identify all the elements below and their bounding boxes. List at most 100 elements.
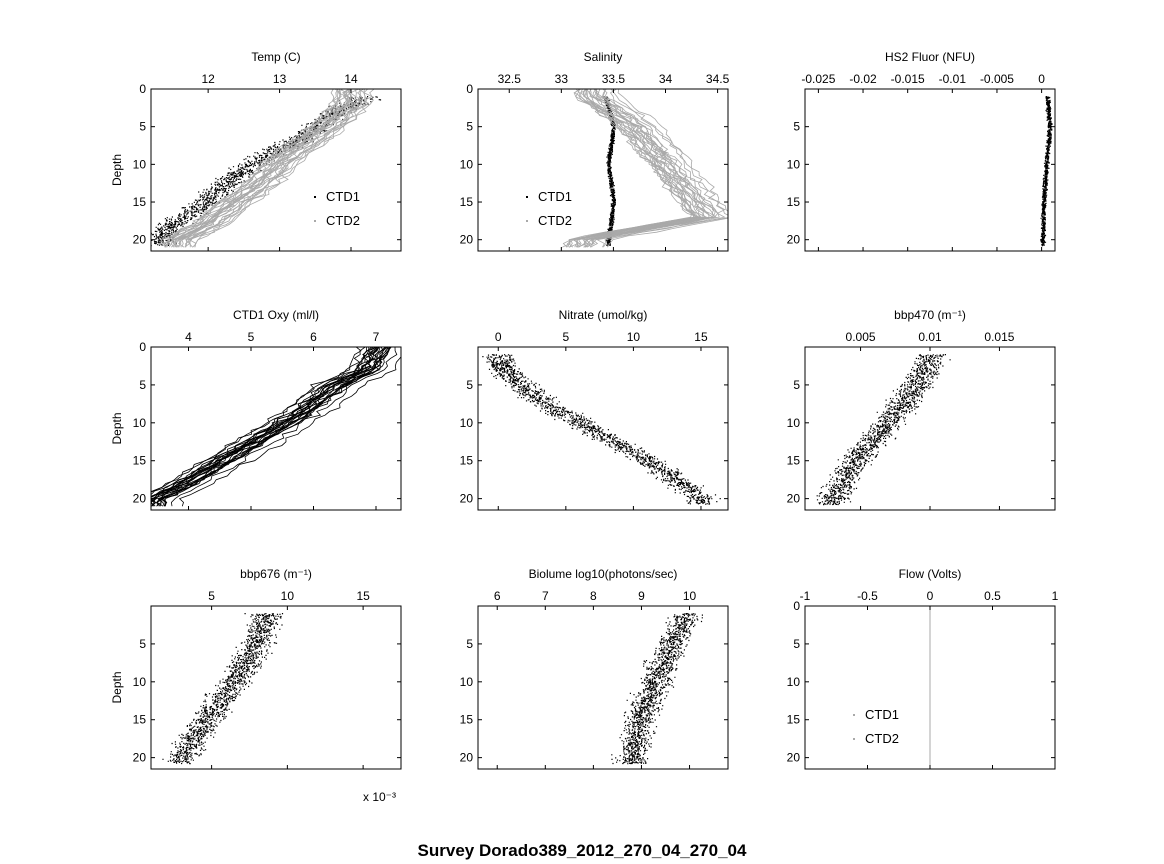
x-tick-label: 15 <box>694 330 708 344</box>
x-tick-label: 14 <box>344 72 358 86</box>
panel-title: CTD1 Oxy (ml/l) <box>233 308 319 322</box>
y-tick-label: 15 <box>460 195 474 209</box>
x-tick-label: 6 <box>494 589 501 603</box>
panel-title: Biolume log10(photons/sec) <box>529 567 678 581</box>
legend-entry: CTD2 <box>865 731 899 746</box>
x-tick-label: 1 <box>1052 589 1059 603</box>
series-data <box>151 347 401 507</box>
y-tick-label: 20 <box>460 751 474 765</box>
y-tick-label: 15 <box>133 713 147 727</box>
x-tick-label: 6 <box>310 330 317 344</box>
profile-trace <box>584 89 717 248</box>
legend-entry: CTD1 <box>865 707 899 722</box>
y-tick-label: 5 <box>793 637 800 651</box>
y-tick-label: 15 <box>133 454 147 468</box>
y-tick-label: 15 <box>460 454 474 468</box>
legend-marker <box>853 714 855 716</box>
x-tick-label: 0.5 <box>984 589 1001 603</box>
x-tick-label: 4 <box>185 330 192 344</box>
profile-trace <box>194 89 375 248</box>
series-data <box>482 354 721 505</box>
panel-title: bbp676 (m⁻¹) <box>240 567 312 581</box>
profile-trace <box>166 89 342 248</box>
y-tick-label: 10 <box>787 675 801 689</box>
profile-trace <box>569 89 696 248</box>
x-tick-label: -1 <box>800 589 811 603</box>
y-axis-label: Depth <box>110 671 124 703</box>
x-tick-label: 8 <box>590 589 597 603</box>
panel-8: 6 7 8 9 10 5 10 15 20 Biolume log10(photons/sec) <box>460 567 729 770</box>
y-axis-label: Depth <box>110 412 124 444</box>
x-tick-label: 5 <box>208 589 215 603</box>
y-tick-label: 15 <box>460 713 474 727</box>
legend-marker <box>526 196 528 198</box>
y-tick-label: 5 <box>139 637 146 651</box>
x-tick-label: -0.01 <box>939 72 967 86</box>
profile-trace <box>194 89 374 248</box>
y-tick-label: 5 <box>793 120 800 134</box>
panel-title: bbp470 (m⁻¹) <box>894 308 966 322</box>
panel-7: 5 10 15 5 10 15 20 bbp676 (m⁻¹) Depth x 10⁻³ <box>110 567 402 804</box>
plot-area <box>611 613 703 765</box>
y-tick-label: 20 <box>133 492 147 506</box>
y-axis-label: Depth <box>110 154 124 186</box>
series-data <box>816 354 951 506</box>
profile-trace <box>151 347 366 493</box>
y-tick-label: 15 <box>133 195 147 209</box>
x-tick-label: 0 <box>1038 72 1045 86</box>
y-tick-label: 5 <box>466 637 473 651</box>
profile-trace <box>170 89 350 248</box>
y-tick-label: 20 <box>787 233 801 247</box>
profile-trace <box>586 89 719 248</box>
y-tick-label: 0 <box>793 599 800 613</box>
profile-trace <box>164 89 342 248</box>
y-tick-label: 10 <box>787 416 801 430</box>
profile-trace <box>165 89 342 248</box>
profile-trace <box>151 347 380 507</box>
x-tick-label: -0.005 <box>980 72 1014 86</box>
legend-marker <box>314 220 316 222</box>
y-tick-label: 0 <box>139 82 146 96</box>
x-tick-label: 9 <box>638 589 645 603</box>
x-tick-label: 34 <box>659 72 673 86</box>
y-tick-label: 20 <box>787 492 801 506</box>
plot-area <box>816 354 951 506</box>
y-tick-label: 10 <box>133 675 147 689</box>
y-tick-label: 20 <box>460 492 474 506</box>
profile-trace <box>151 347 377 497</box>
panel-3: -0.025 -0.02 -0.015 -0.01 -0.005 0 5 10 15 20 HS2 … <box>787 50 1056 252</box>
profile-trace <box>602 89 728 248</box>
x-tick-label: 34.5 <box>706 72 730 86</box>
plot-area <box>151 89 382 248</box>
panel-title: Flow (Volts) <box>899 567 962 581</box>
y-tick-label: 15 <box>787 195 801 209</box>
axes-box <box>477 605 729 770</box>
panel-title: HS2 Fluor (NFU) <box>885 50 975 64</box>
panel-6: 0.005 0.01 0.015 5 10 15 20 bbp470 (m⁻¹) <box>787 308 1056 511</box>
axes-box <box>804 88 1056 252</box>
series-data <box>1040 96 1053 247</box>
x-tick-label: 33 <box>555 72 569 86</box>
y-tick-label: 20 <box>133 751 147 765</box>
legend-marker <box>853 738 855 740</box>
x-tick-label: 13 <box>273 72 287 86</box>
profile-trace <box>583 89 715 248</box>
y-tick-label: 5 <box>466 120 473 134</box>
panel-2: 32.5 33 33.5 34 34.5 0 5 10 15 20 Salinity CTD1 CTD2 <box>460 50 730 252</box>
plot-area <box>562 89 728 248</box>
y-tick-label: 20 <box>460 233 474 247</box>
legend-marker <box>526 220 528 222</box>
profile-trace <box>156 347 389 507</box>
plot-area <box>162 613 284 765</box>
y-tick-label: 5 <box>139 378 146 392</box>
y-tick-label: 10 <box>133 416 147 430</box>
x-tick-label: 0.015 <box>984 330 1014 344</box>
axes-box <box>150 346 402 511</box>
y-tick-label: 15 <box>787 713 801 727</box>
panel-title: Nitrate (umol/kg) <box>559 308 648 322</box>
point-cloud <box>162 613 284 765</box>
y-tick-label: 10 <box>460 416 474 430</box>
plot-area <box>482 354 721 505</box>
panel-5: 0 5 10 15 5 10 15 20 Nitrate (umol/kg) <box>460 308 729 511</box>
